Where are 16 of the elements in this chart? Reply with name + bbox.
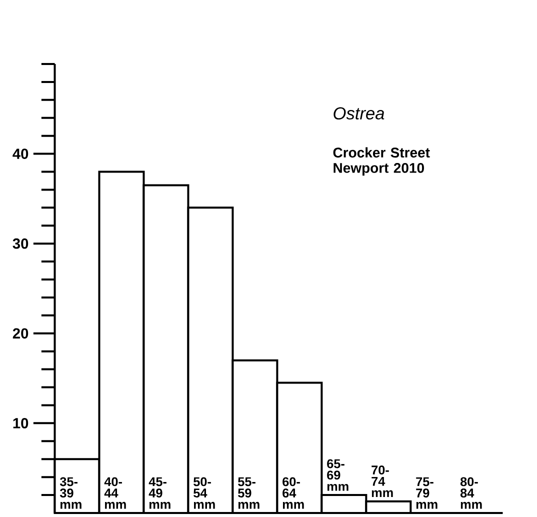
x-tick-label: 45- 49 mm: [148, 477, 170, 509]
x-tick-label: 80- 84 mm: [460, 477, 482, 509]
x-tick-label: 55- 59 mm: [238, 477, 260, 509]
x-tick-label: 50- 54 mm: [194, 477, 215, 509]
x-tick-label: 40- 44 mm: [104, 477, 126, 509]
y-tick-label: 40: [12, 148, 28, 159]
y-tick-label: 10: [13, 418, 28, 428]
x-tick-label: 60- 64 mm: [282, 477, 304, 509]
x-tick-label: 75- 79 mm: [416, 477, 438, 509]
text: Ostrea: [334, 107, 384, 120]
x-tick-label: 70- 74 mm: [372, 466, 393, 498]
x-tick-label: 35- 39 mm: [60, 477, 82, 509]
y-tick-label: 20: [12, 328, 28, 339]
y-tick-label: 30: [12, 238, 28, 249]
text: Crocker Street Newport 2010: [333, 147, 430, 176]
x-tick-label: 65- 69 mm: [327, 459, 348, 491]
